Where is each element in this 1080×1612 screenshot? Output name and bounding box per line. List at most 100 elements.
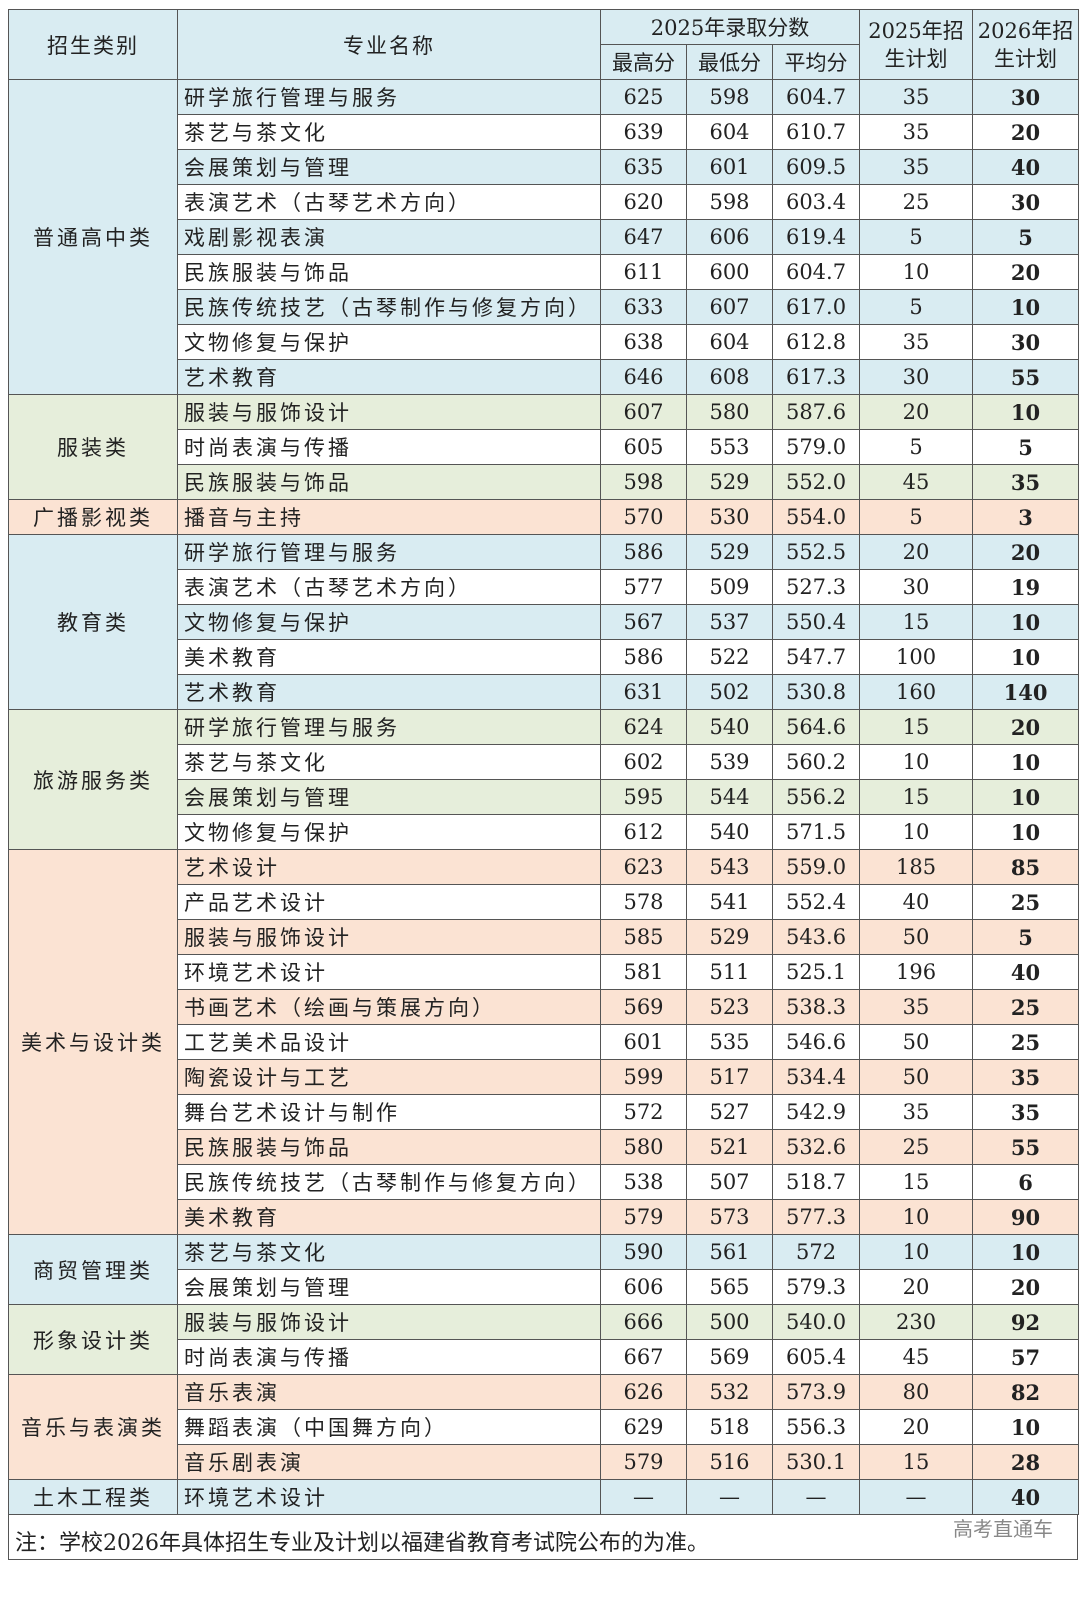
major-cell: 民族服装与饰品: [177, 1129, 601, 1165]
max-cell: 639: [600, 114, 687, 150]
plan-2025-cell: 35: [859, 989, 974, 1025]
category-cell: 教育类: [8, 534, 178, 710]
max-cell: 586: [600, 534, 687, 570]
avg-cell: 604.7: [771, 254, 861, 290]
max-cell: 578: [600, 884, 687, 920]
major-cell: 服装与服饰设计: [177, 1304, 601, 1340]
plan-2025-cell: 5: [859, 219, 974, 255]
avg-cell: 587.6: [771, 394, 861, 430]
max-cell: 625: [600, 79, 687, 115]
min-cell: 529: [686, 464, 773, 500]
min-cell: 527: [686, 1094, 773, 1130]
major-cell: 茶艺与茶文化: [177, 744, 601, 780]
max-cell: 602: [600, 744, 687, 780]
plan-2025-cell: 15: [859, 1164, 974, 1200]
min-cell: 600: [686, 254, 773, 290]
major-cell: 舞蹈表演（中国舞方向）: [177, 1409, 601, 1445]
min-cell: 553: [686, 429, 773, 465]
major-cell: 艺术教育: [177, 674, 601, 710]
major-cell: 文物修复与保护: [177, 604, 601, 640]
plan-2025-cell: 35: [859, 1094, 974, 1130]
max-cell: 638: [600, 324, 687, 360]
max-cell: 605: [600, 429, 687, 465]
plan-2026-cell: 19: [972, 569, 1080, 605]
table-row: 民族服装与饰品 611 600 604.7 10 20: [8, 254, 1080, 290]
min-cell: 522: [686, 639, 773, 675]
table-row: 艺术教育 631 502 530.8 160 140: [8, 674, 1080, 710]
avg-cell: 579.0: [771, 429, 861, 465]
min-cell: 516: [686, 1444, 773, 1480]
table-row: 音乐剧表演 579 516 530.1 15 28: [8, 1444, 1080, 1480]
category-cell: 广播影视类: [8, 499, 178, 535]
max-cell: 612: [600, 814, 687, 850]
plan-2026-cell: 30: [972, 324, 1080, 360]
major-cell: 戏剧影视表演: [177, 219, 601, 255]
plan-2025-cell: 160: [859, 674, 974, 710]
major-cell: 工艺美术品设计: [177, 1024, 601, 1060]
max-cell: 635: [600, 149, 687, 185]
category-cell: 服装类: [8, 394, 178, 500]
avg-cell: 560.2: [771, 744, 861, 780]
min-cell: 502: [686, 674, 773, 710]
table-row: 舞台艺术设计与制作 572 527 542.9 35 35: [8, 1094, 1080, 1130]
table-row: 茶艺与茶文化 639 604 610.7 35 20: [8, 114, 1080, 150]
table-row: 表演艺术（古琴艺术方向） 620 598 603.4 25 30: [8, 184, 1080, 220]
major-cell: 会展策划与管理: [177, 779, 601, 815]
plan-2025-cell: 5: [859, 499, 974, 535]
plan-2026-cell: 20: [972, 534, 1080, 570]
plan-2025-cell: 50: [859, 1024, 974, 1060]
major-cell: 环境艺术设计: [177, 954, 601, 990]
avg-cell: 552.4: [771, 884, 861, 920]
major-cell: 时尚表演与传播: [177, 429, 601, 465]
avg-cell: 564.6: [771, 709, 861, 745]
table-row: 舞蹈表演（中国舞方向） 629 518 556.3 20 10: [8, 1409, 1080, 1445]
major-cell: 书画艺术（绘画与策展方向）: [177, 989, 601, 1025]
max-cell: 581: [600, 954, 687, 990]
avg-cell: 518.7: [771, 1164, 861, 1200]
category-cell: 土木工程类: [8, 1479, 178, 1515]
plan-2026-cell: 10: [972, 604, 1080, 640]
min-cell: 523: [686, 989, 773, 1025]
table-row: 戏剧影视表演 647 606 619.4 5 5: [8, 219, 1080, 255]
table-row: 文物修复与保护 567 537 550.4 15 10: [8, 604, 1080, 640]
header-major: 专业名称: [177, 9, 601, 80]
plan-2026-cell: 30: [972, 79, 1080, 115]
major-cell: 民族传统技艺（古琴制作与修复方向）: [177, 289, 601, 325]
major-cell: 茶艺与茶文化: [177, 114, 601, 150]
min-cell: 530: [686, 499, 773, 535]
avg-cell: 538.3: [771, 989, 861, 1025]
avg-cell: 530.8: [771, 674, 861, 710]
avg-cell: 604.7: [771, 79, 861, 115]
min-cell: 511: [686, 954, 773, 990]
avg-cell: 542.9: [771, 1094, 861, 1130]
plan-2025-cell: 20: [859, 1269, 974, 1305]
major-cell: 会展策划与管理: [177, 149, 601, 185]
plan-2026-cell: 6: [972, 1164, 1080, 1200]
avg-cell: 527.3: [771, 569, 861, 605]
min-cell: 598: [686, 79, 773, 115]
min-cell: 537: [686, 604, 773, 640]
plan-2026-cell: 30: [972, 184, 1080, 220]
table-row: 工艺美术品设计 601 535 546.6 50 25: [8, 1024, 1080, 1060]
min-cell: 500: [686, 1304, 773, 1340]
plan-2026-cell: 10: [972, 1409, 1080, 1445]
major-cell: 播音与主持: [177, 499, 601, 535]
major-cell: 环境艺术设计: [177, 1479, 601, 1515]
plan-2026-cell: 35: [972, 464, 1080, 500]
header-scores-2025: 2025年录取分数: [599, 9, 861, 45]
avg-cell: 609.5: [771, 149, 861, 185]
plan-2025-cell: 10: [859, 1199, 974, 1235]
major-cell: 研学旅行管理与服务: [177, 709, 601, 745]
major-cell: 研学旅行管理与服务: [177, 534, 601, 570]
plan-2026-cell: 140: [972, 674, 1080, 710]
avg-cell: 552.5: [771, 534, 861, 570]
plan-2025-cell: 80: [859, 1374, 974, 1410]
table-row: 美术与设计类 艺术设计 623 543 559.0 185 85: [8, 849, 1080, 1235]
major-cell: 艺术设计: [177, 849, 601, 885]
max-cell: 631: [600, 674, 687, 710]
min-cell: 540: [686, 814, 773, 850]
major-cell: 音乐表演: [177, 1374, 601, 1410]
major-cell: 时尚表演与传播: [177, 1339, 601, 1375]
major-cell: 文物修复与保护: [177, 814, 601, 850]
max-cell: 601: [600, 1024, 687, 1060]
